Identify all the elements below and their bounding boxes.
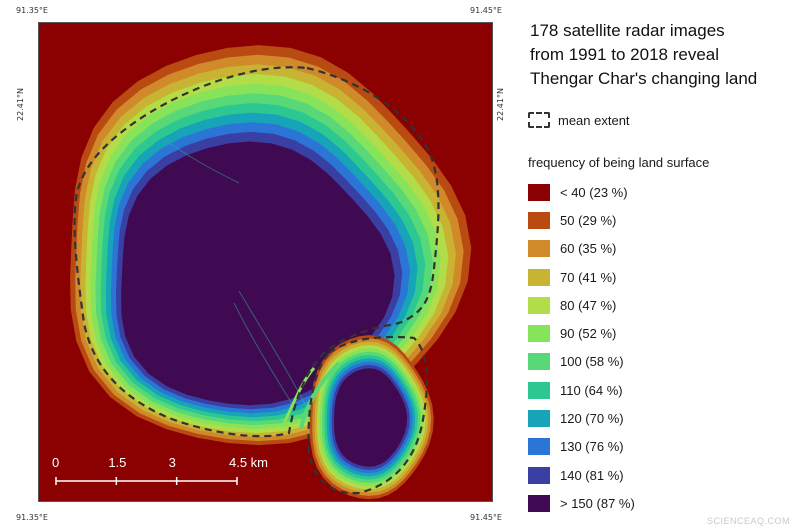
legend-label: 120 (70 %): [560, 411, 624, 427]
map-panel[interactable]: 0 1.5 3 4.5 km: [38, 22, 493, 502]
legend-label: 140 (81 %): [560, 467, 624, 483]
legend-item: > 150 (87 %): [528, 489, 635, 517]
lobe-layers: [309, 335, 434, 500]
watermark: SCIENCEAQ.COM: [706, 516, 790, 526]
frequency-legend: < 40 (23 %) 50 (29 %) 60 (35 %) 70 (41 %) 80…: [528, 178, 635, 518]
legend-swatch: [528, 296, 550, 314]
extent-legend: mean extent: [528, 112, 630, 128]
legend-swatch: [528, 381, 550, 399]
coord-bottom-right: 91.45°E: [470, 513, 502, 522]
legend-label: > 150 (87 %): [560, 495, 635, 511]
scale-label: 3: [169, 455, 176, 470]
legend-swatch: [528, 325, 550, 343]
mean-extent-outline: [73, 66, 440, 438]
legend-label: 90 (52 %): [560, 326, 617, 342]
coord-bottom-left: 91.35°E: [16, 513, 48, 522]
legend-swatch: [528, 353, 550, 371]
legend-swatch: [528, 494, 550, 512]
channel-line: [168, 142, 240, 184]
legend-item: 130 (76 %): [528, 433, 635, 461]
legend-item: 50 (29 %): [528, 206, 635, 234]
scale-label: 1.5: [108, 455, 126, 470]
coord-top-right: 91.45°E: [470, 6, 502, 15]
legend-item: 140 (81 %): [528, 461, 635, 489]
legend-label: 70 (41 %): [560, 269, 617, 285]
title-line-1: 178 satellite radar images: [530, 21, 725, 40]
frequency-legend-title: frequency of being land surface: [528, 155, 710, 170]
legend-item: 60 (35 %): [528, 235, 635, 263]
scale-label: 4.5 km: [229, 455, 268, 470]
scale-bar: 0 1.5 3 4.5 km: [52, 455, 268, 485]
legend-label: < 40 (23 %): [560, 184, 628, 200]
legend-label: 130 (76 %): [560, 439, 624, 455]
legend-item: 120 (70 %): [528, 404, 635, 432]
legend-label: 80 (47 %): [560, 297, 617, 313]
channel-bar: [282, 367, 316, 424]
map-title: 178 satellite radar images from 1991 to …: [530, 19, 795, 91]
dashed-box-icon: [528, 112, 550, 128]
title-line-3: Thengar Char's changing land: [530, 69, 758, 88]
coord-left-lat: 22.41°N: [15, 88, 25, 121]
legend-swatch: [528, 240, 550, 258]
legend-item: < 40 (23 %): [528, 178, 635, 206]
legend-label: 110 (64 %): [560, 382, 623, 398]
island-map: 0 1.5 3 4.5 km: [39, 23, 492, 501]
scale-label: 0: [52, 455, 59, 470]
legend-label: 50 (29 %): [560, 212, 617, 228]
legend-swatch: [528, 268, 550, 286]
frequency-zone: [334, 368, 408, 467]
legend-item: 80 (47 %): [528, 291, 635, 319]
legend-swatch: [528, 183, 550, 201]
channel-bar: [299, 361, 341, 429]
extent-legend-label: mean extent: [558, 112, 630, 128]
legend-label: 100 (58 %): [560, 354, 624, 370]
legend-swatch: [528, 438, 550, 456]
coord-right-lat: 22.41°N: [495, 88, 505, 121]
channel-line: [238, 290, 308, 409]
coord-top-left: 91.35°E: [16, 6, 48, 15]
title-line-2: from 1991 to 2018 reveal: [530, 45, 720, 64]
legend-label: 60 (35 %): [560, 241, 617, 257]
legend-swatch: [528, 410, 550, 428]
legend-swatch: [528, 466, 550, 484]
legend-item: 90 (52 %): [528, 319, 635, 347]
legend-item: 70 (41 %): [528, 263, 635, 291]
mean-extent-outline: [307, 335, 429, 495]
legend-swatch: [528, 211, 550, 229]
frequency-zone: [121, 141, 395, 406]
legend-item: 100 (58 %): [528, 348, 635, 376]
legend-item: 110 (64 %): [528, 376, 635, 404]
